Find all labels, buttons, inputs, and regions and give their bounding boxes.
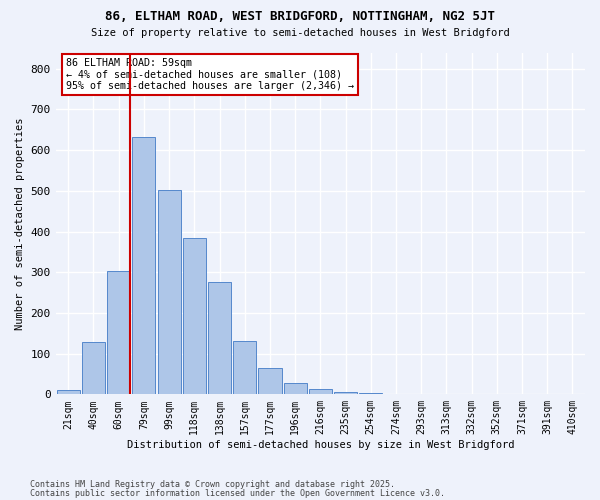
Bar: [183, 238, 206, 394]
Bar: [233, 342, 256, 394]
Bar: [259, 368, 281, 394]
Bar: [309, 389, 332, 394]
Bar: [359, 392, 382, 394]
Bar: [334, 392, 357, 394]
Text: 86, ELTHAM ROAD, WEST BRIDGFORD, NOTTINGHAM, NG2 5JT: 86, ELTHAM ROAD, WEST BRIDGFORD, NOTTING…: [105, 10, 495, 23]
Bar: [158, 190, 181, 394]
Bar: [208, 282, 231, 395]
Text: Contains HM Land Registry data © Crown copyright and database right 2025.: Contains HM Land Registry data © Crown c…: [30, 480, 395, 489]
Bar: [107, 271, 130, 394]
Y-axis label: Number of semi-detached properties: Number of semi-detached properties: [15, 117, 25, 330]
Bar: [82, 342, 105, 394]
Text: Size of property relative to semi-detached houses in West Bridgford: Size of property relative to semi-detach…: [91, 28, 509, 38]
X-axis label: Distribution of semi-detached houses by size in West Bridgford: Distribution of semi-detached houses by …: [127, 440, 514, 450]
Text: Contains public sector information licensed under the Open Government Licence v3: Contains public sector information licen…: [30, 489, 445, 498]
Bar: [56, 390, 80, 394]
Text: 86 ELTHAM ROAD: 59sqm
← 4% of semi-detached houses are smaller (108)
95% of semi: 86 ELTHAM ROAD: 59sqm ← 4% of semi-detac…: [66, 58, 354, 91]
Bar: [132, 137, 155, 394]
Bar: [284, 383, 307, 394]
